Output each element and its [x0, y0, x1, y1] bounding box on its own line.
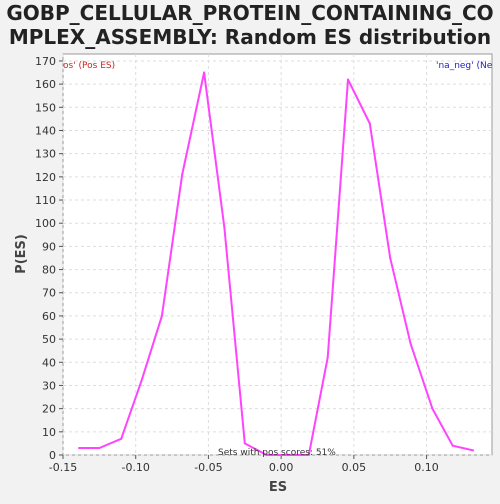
data-point [120, 437, 123, 440]
y-tick-label: 110 [35, 194, 56, 207]
y-tick-label: 20 [42, 403, 56, 416]
chart-title-line2: MPLEX_ASSEMBLY: Random ES distribution [9, 25, 491, 49]
data-point [347, 78, 350, 81]
y-tick-label: 10 [42, 426, 56, 439]
y-tick-label: 120 [35, 171, 56, 184]
x-axis-label: ES [269, 480, 287, 495]
data-point [285, 454, 288, 456]
x-tick-label: 0.05 [342, 461, 367, 474]
pos-scores-annotation: Sets with pos scores: 51% [218, 448, 336, 458]
y-tick-label: 140 [35, 124, 56, 137]
legend-na-neg: 'na_neg' (Ne [436, 61, 493, 71]
axis-ticks: -0.15 -0.10 -0.05 0.00 0.05 0.10 0 10 20 30 40 50 60… [35, 55, 439, 474]
data-point [223, 226, 226, 229]
data-point [160, 314, 163, 317]
x-tick-label: 0.10 [414, 461, 439, 474]
data-point [243, 442, 246, 445]
y-tick-label: 40 [42, 356, 56, 369]
series-line [79, 71, 474, 456]
grid-lines [62, 54, 492, 456]
data-point [307, 454, 310, 456]
series-lines [77, 71, 475, 456]
data-point [431, 407, 434, 410]
data-point [181, 173, 184, 176]
chart-title-line1: GOBP_CELLULAR_PROTEIN_CONTAINING_CO [6, 1, 493, 25]
y-tick-label: 150 [35, 101, 56, 114]
y-tick-label: 130 [35, 148, 56, 161]
y-tick-label: 50 [42, 333, 56, 346]
y-tick-label: 0 [49, 449, 56, 462]
y-tick-label: 30 [42, 379, 56, 392]
data-point [409, 342, 412, 345]
data-point [265, 454, 268, 456]
y-axis-label: P(ES) [14, 234, 29, 274]
data-point [326, 356, 329, 359]
data-point [389, 256, 392, 259]
y-tick-label: 90 [42, 240, 56, 253]
data-point [98, 447, 101, 450]
plot-area [62, 53, 493, 456]
y-tick-label: 100 [35, 217, 56, 230]
x-tick-label: -0.10 [121, 461, 149, 474]
data-point [472, 449, 475, 452]
legend-pos-es: os' (Pos ES) [63, 61, 115, 71]
x-tick-label: -0.05 [194, 461, 222, 474]
y-tick-label: 80 [42, 264, 56, 277]
y-tick-label: 170 [35, 55, 56, 68]
x-tick-label: -0.15 [49, 461, 77, 474]
y-tick-label: 60 [42, 310, 56, 323]
data-point [451, 444, 454, 447]
data-point [77, 447, 80, 450]
y-tick-label: 70 [42, 287, 56, 300]
data-point [140, 379, 143, 382]
data-point [203, 71, 206, 74]
x-tick-label: 0.00 [269, 461, 294, 474]
y-tick-label: 160 [35, 78, 56, 91]
data-point [368, 122, 371, 125]
